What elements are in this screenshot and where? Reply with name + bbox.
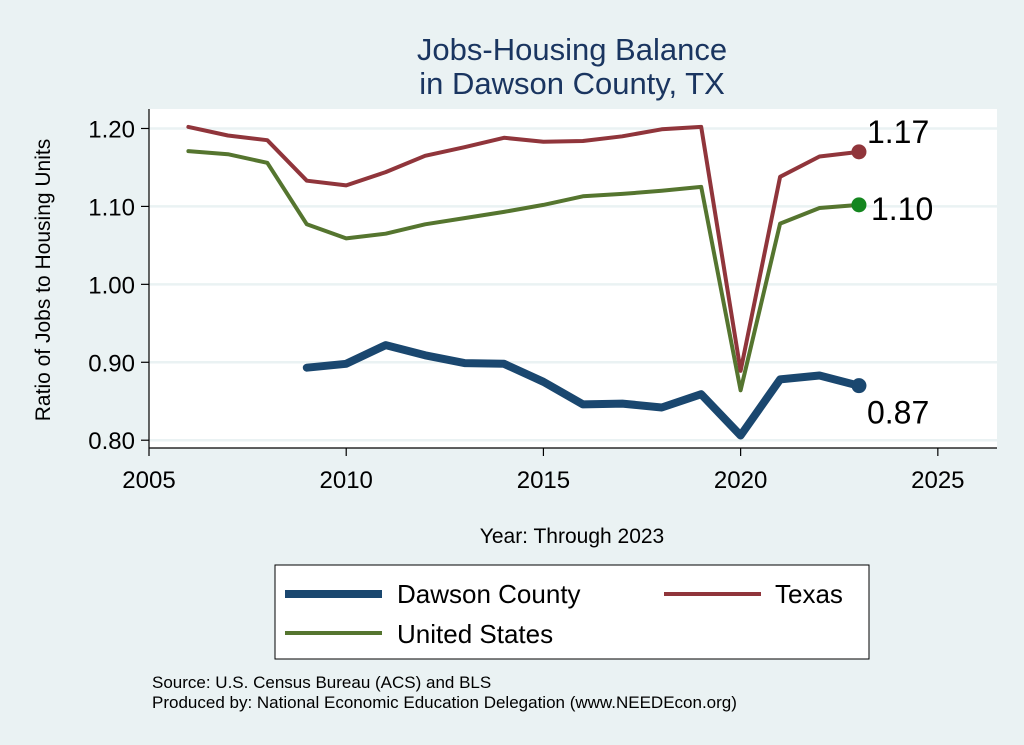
x-tick-label: 2025	[911, 467, 964, 494]
series-lines: 1.10 1.17 0.87	[186, 114, 933, 440]
end-marker-texas	[851, 144, 867, 160]
legend-label-us: United States	[397, 619, 553, 649]
series-line-dawson-county	[302, 341, 863, 440]
legend-box	[274, 564, 870, 660]
series-line-united-states	[186, 149, 861, 393]
producer-note: Produced by: National Economic Education…	[152, 693, 737, 712]
legend-label-texas: Texas	[775, 579, 843, 609]
x-tick-label: 2015	[517, 467, 570, 494]
y-tick-label: 1.00	[88, 272, 135, 299]
end-label-dawson-county: 0.87	[867, 395, 929, 431]
end-label-united-states: 1.10	[871, 191, 933, 227]
y-axis-title: Ratio of Jobs to Housing Units	[32, 139, 55, 421]
x-tick-label: 2005	[122, 467, 175, 494]
y-tick-label: 1.10	[88, 194, 135, 221]
series-line-texas	[186, 124, 861, 373]
x-tick-label: 2020	[714, 467, 767, 494]
end-label-texas: 1.17	[867, 114, 929, 150]
legend-label-dawson: Dawson County	[397, 579, 581, 609]
source-note: Source: U.S. Census Bureau (ACS) and BLS	[152, 673, 491, 692]
y-tick-label: 1.20	[88, 116, 135, 143]
axis-ticks: 0.80 0.90 1.00 1.10 1.20 2005 2010 2015 2020 2025	[88, 116, 964, 494]
y-tick-label: 0.80	[88, 428, 135, 455]
chart-title-line-2: in Dawson County, TX	[419, 66, 725, 101]
end-marker-dawson-county	[851, 378, 867, 394]
gridlines	[149, 127, 997, 442]
x-axis-title: Year: Through 2023	[480, 525, 665, 548]
x-tick-label: 2010	[320, 467, 373, 494]
chart-title-line-1: Jobs-Housing Balance	[417, 32, 727, 67]
end-marker-united-states	[851, 197, 867, 213]
y-tick-label: 0.90	[88, 350, 135, 377]
